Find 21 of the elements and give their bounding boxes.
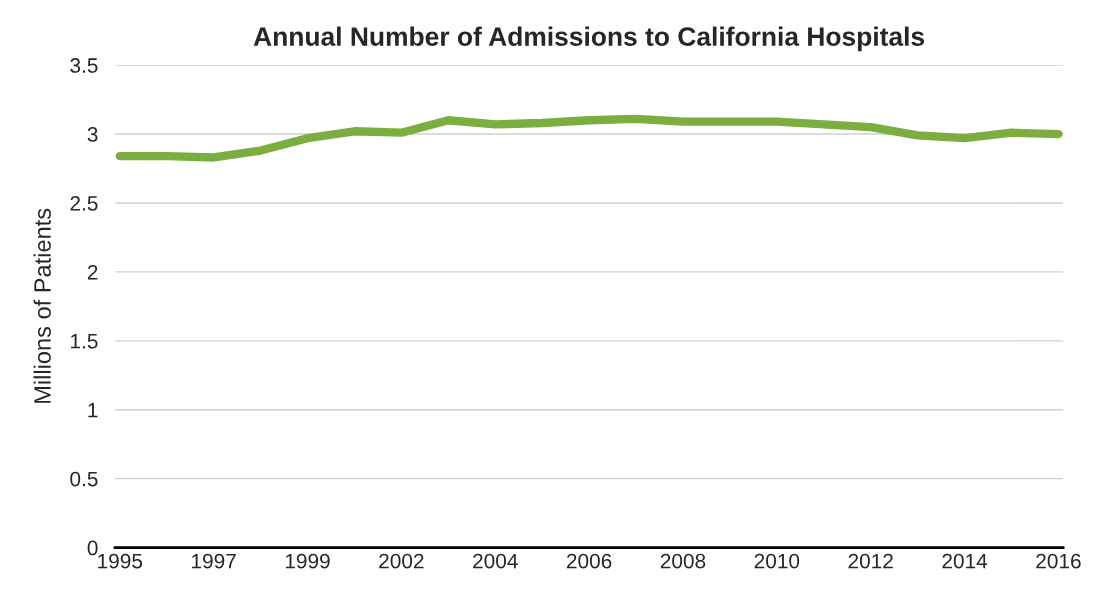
x-tick-label: 1995 (98, 553, 143, 569)
chart-title: Annual Number of Admissions to California Hospitals (253, 26, 925, 52)
x-tick-label: 1997 (192, 553, 236, 569)
y-tick-label: 0.5 (70, 471, 98, 487)
y-axis-title: Millions of Patients (33, 208, 51, 403)
y-tick-label: 3.5 (70, 58, 98, 73)
x-tick-label: 2006 (566, 553, 612, 569)
y-tick-label: 2.5 (70, 195, 98, 211)
y-tick-label: 1.5 (71, 334, 98, 349)
y-tick-label: 2 (87, 264, 98, 280)
x-tick-label: 2010 (754, 553, 800, 569)
x-tick-label: 2012 (848, 553, 893, 569)
y-tick-label: 1 (88, 402, 98, 418)
y-tick-label: 3 (87, 127, 98, 142)
x-tick-label: 1999 (285, 553, 330, 569)
x-tick-label: 2008 (660, 553, 706, 569)
y-tick-label: 0 (87, 540, 98, 556)
x-tick-label: 2002 (379, 553, 424, 569)
x-tick-label: 2016 (1036, 553, 1081, 569)
x-tick-label: 2014 (942, 553, 988, 569)
x-tick-label: 2004 (473, 553, 518, 569)
